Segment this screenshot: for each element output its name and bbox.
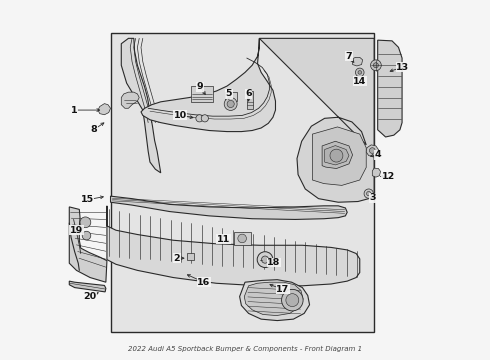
Circle shape [196, 115, 203, 122]
Polygon shape [69, 281, 106, 292]
Circle shape [286, 294, 299, 307]
Circle shape [224, 98, 237, 111]
Bar [247, 91, 253, 109]
Bar [191, 86, 214, 102]
Circle shape [369, 148, 375, 153]
Polygon shape [111, 196, 347, 220]
Polygon shape [122, 92, 139, 108]
Circle shape [370, 60, 381, 71]
Text: 5: 5 [225, 89, 232, 98]
Circle shape [262, 256, 269, 263]
Text: 2022 Audi A5 Sportback Bumper & Components - Front Diagram 1: 2022 Audi A5 Sportback Bumper & Componen… [128, 346, 362, 352]
Circle shape [238, 234, 246, 243]
Polygon shape [122, 39, 161, 173]
Text: 15: 15 [81, 195, 94, 204]
Text: 20: 20 [83, 292, 97, 301]
Polygon shape [107, 206, 360, 286]
Text: 14: 14 [353, 77, 367, 86]
Text: 3: 3 [369, 193, 375, 202]
Text: 7: 7 [345, 52, 352, 61]
Text: 11: 11 [217, 235, 230, 244]
Circle shape [80, 217, 91, 228]
Text: 16: 16 [197, 278, 210, 287]
Bar [234, 232, 251, 244]
Text: 1: 1 [72, 105, 78, 114]
Circle shape [201, 115, 208, 122]
Circle shape [355, 68, 364, 77]
Circle shape [257, 252, 273, 267]
Circle shape [358, 71, 362, 74]
Text: 8: 8 [90, 125, 97, 134]
Circle shape [282, 289, 303, 311]
Polygon shape [69, 207, 107, 282]
Text: 12: 12 [382, 172, 395, 181]
Bar [187, 253, 194, 260]
Circle shape [82, 231, 91, 240]
Text: 10: 10 [174, 111, 187, 120]
Bar [111, 33, 374, 332]
Polygon shape [324, 145, 349, 165]
Text: 2: 2 [173, 254, 180, 263]
Text: 6: 6 [245, 89, 252, 98]
Circle shape [227, 100, 234, 108]
Circle shape [373, 63, 378, 68]
Text: 13: 13 [396, 63, 409, 72]
Text: 9: 9 [197, 82, 203, 91]
Circle shape [330, 149, 343, 162]
Polygon shape [322, 141, 353, 168]
Text: 18: 18 [267, 258, 280, 267]
Polygon shape [372, 168, 381, 177]
Bar [225, 92, 237, 101]
Polygon shape [353, 57, 363, 66]
Text: 4: 4 [374, 150, 381, 159]
Polygon shape [378, 40, 402, 137]
Circle shape [367, 192, 371, 196]
Circle shape [364, 189, 373, 198]
Polygon shape [245, 282, 303, 316]
Polygon shape [141, 39, 275, 132]
Polygon shape [98, 104, 111, 115]
Polygon shape [259, 39, 374, 202]
Text: 17: 17 [276, 285, 289, 294]
Polygon shape [240, 280, 310, 320]
Text: 19: 19 [70, 226, 83, 235]
Polygon shape [313, 127, 366, 185]
Polygon shape [366, 145, 378, 157]
